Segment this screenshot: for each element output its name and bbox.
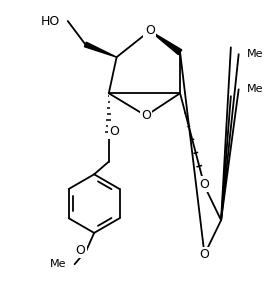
Text: Me: Me [50, 259, 67, 269]
Text: O: O [141, 109, 151, 122]
Text: Me: Me [246, 49, 263, 59]
Text: O: O [199, 248, 209, 261]
Polygon shape [84, 42, 117, 57]
Polygon shape [150, 31, 182, 55]
Text: Me: Me [246, 84, 263, 94]
Text: HO: HO [41, 15, 60, 27]
Text: O: O [110, 125, 120, 138]
Text: O: O [199, 178, 209, 191]
Text: O: O [76, 244, 85, 257]
Text: O: O [145, 24, 155, 37]
